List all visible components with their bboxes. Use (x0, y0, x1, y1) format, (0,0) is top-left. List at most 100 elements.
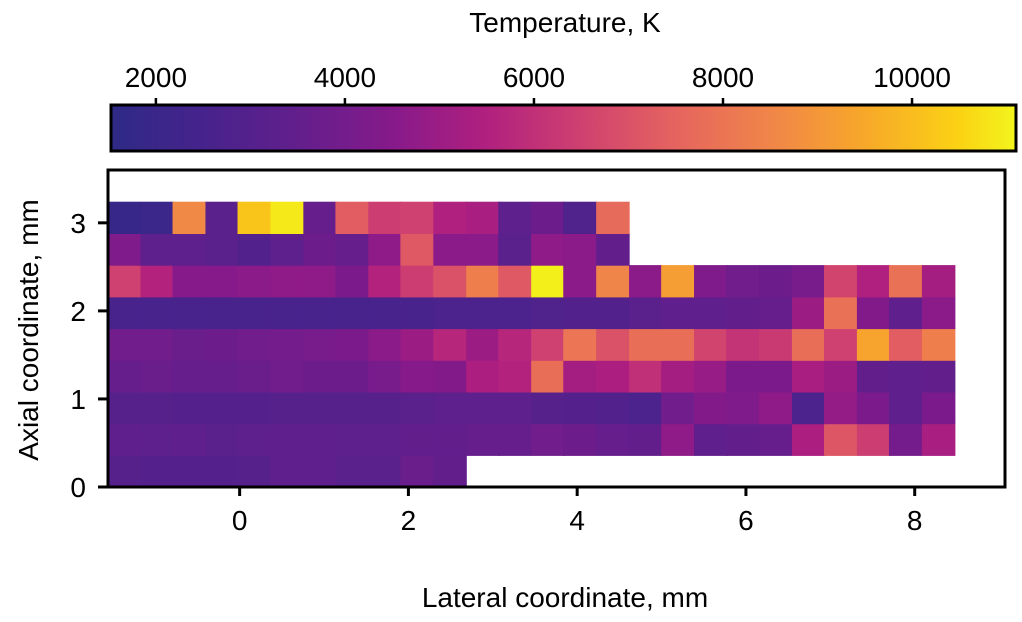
heatmap-cell (531, 360, 565, 393)
heatmap-cell (629, 265, 663, 298)
heatmap-cell (498, 360, 532, 393)
heatmap-cell (498, 328, 532, 361)
heatmap-cell (694, 423, 728, 456)
heatmap-cell (856, 360, 891, 393)
heatmap-cell (270, 296, 304, 330)
heatmap-cell (237, 201, 272, 234)
heatmap-cell (888, 391, 923, 425)
heatmap-cell (661, 360, 695, 393)
heatmap-cell (335, 360, 369, 393)
heatmap-cell (172, 265, 207, 298)
heatmap-cell (107, 233, 142, 266)
heatmap-cell (433, 201, 467, 234)
heatmap-cell (888, 265, 923, 298)
heatmap-cell (303, 360, 337, 393)
heatmap-cell (140, 455, 174, 488)
heatmap-cell (759, 296, 793, 330)
heatmap-cell (205, 233, 239, 266)
heatmap-cell (140, 391, 174, 425)
heatmap-cell (172, 201, 207, 234)
heatmap-cell (433, 455, 467, 488)
heatmap-cell (205, 201, 239, 234)
heatmap-cell (629, 328, 663, 361)
heatmap-cell (563, 360, 597, 393)
heatmap-cell (856, 423, 891, 456)
heatmap-cell (856, 391, 891, 425)
heatmap-cell (107, 360, 142, 393)
heatmap-cell (335, 455, 369, 488)
heatmap-cell (205, 265, 239, 298)
heatmap-cell (303, 455, 337, 488)
heatmap-cell (433, 391, 467, 425)
heatmap-cell (466, 265, 500, 298)
heatmap-cell (237, 423, 272, 456)
heatmap-cell (335, 391, 369, 425)
heatmap-cell (172, 391, 207, 425)
heatmap-cell (270, 391, 304, 425)
heatmap-cell (856, 265, 891, 298)
heatmap-cell (303, 201, 337, 234)
heatmap-cell (823, 328, 858, 361)
heatmap-cell (368, 328, 402, 361)
heatmap-cell (531, 328, 565, 361)
heatmap-cell (270, 233, 304, 266)
colorbar-ticks: 2000 4000 6000 8000 10000 (125, 62, 951, 105)
heatmap-cell (237, 455, 272, 488)
heatmap-cell (596, 296, 630, 330)
heatmap-cell (759, 391, 793, 425)
y-axis-ticks: 0 1 2 3 (70, 208, 108, 503)
heatmap-cell (531, 296, 565, 330)
heatmap-cell (466, 296, 500, 330)
heatmap-cell (661, 391, 695, 425)
heatmap-cell (205, 455, 239, 488)
heatmap-cell (172, 296, 207, 330)
y-tick-label: 3 (70, 208, 86, 239)
heatmap-cell (466, 360, 500, 393)
heatmap-cell (596, 265, 630, 298)
heatmap-cell (694, 265, 728, 298)
heatmap-cell (694, 360, 728, 393)
heatmap-cell (433, 360, 467, 393)
heatmap-cell (921, 296, 956, 330)
heatmap-cell (921, 328, 956, 361)
heatmap-cell (563, 233, 597, 266)
heatmap-cell (466, 201, 500, 234)
heatmap-cell (140, 328, 174, 361)
x-tick-label: 0 (232, 505, 248, 536)
heatmap-cell (726, 296, 760, 330)
heatmap-cell (791, 328, 826, 361)
heatmap-cell (759, 423, 793, 456)
heatmap-cell (498, 201, 532, 234)
heatmap-cell (303, 328, 337, 361)
heatmap-cell (368, 296, 402, 330)
heatmap-cell (237, 328, 272, 361)
heatmap-cell (466, 233, 500, 266)
heatmap-cell (270, 455, 304, 488)
heatmap-cell (107, 296, 142, 330)
heatmap-cell (466, 391, 500, 425)
heatmap-cell (694, 391, 728, 425)
x-axis-label: Lateral coordinate, mm (422, 582, 708, 613)
heatmap-cell (237, 360, 272, 393)
heatmap-cell (661, 423, 695, 456)
heatmap-cell (759, 328, 793, 361)
heatmap-cell (791, 360, 826, 393)
heatmap-cell (791, 265, 826, 298)
heatmap-cell (400, 360, 434, 393)
heatmap-cell (140, 265, 174, 298)
heatmap-cell (303, 296, 337, 330)
heatmap-cell (368, 423, 402, 456)
y-axis-label: Axial coordinate, mm (13, 199, 44, 460)
heatmap-cell (563, 328, 597, 361)
y-tick-label: 2 (70, 296, 86, 327)
heatmap-cell (563, 201, 597, 234)
heatmap-cell (368, 201, 402, 234)
heatmap-cell (107, 455, 142, 488)
heatmap-cell (759, 265, 793, 298)
heatmap-cell (368, 265, 402, 298)
colorbar (109, 103, 1018, 153)
heatmap-cell (237, 391, 272, 425)
heatmap-cell (433, 265, 467, 298)
heatmap-cell (237, 233, 272, 266)
